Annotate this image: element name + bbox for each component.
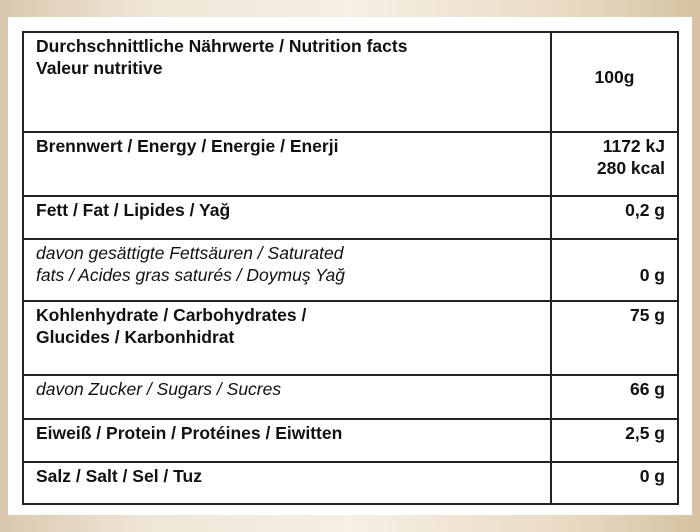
carbohydrates-label: Kohlenhydrate / Carbohydrates / Glucides…	[22, 300, 552, 376]
title-line-2: Valeur nutritive	[36, 58, 163, 78]
sugars-value: 66 g	[550, 374, 679, 420]
protein-label: Eiweiß / Protein / Protéines / Eiwitten	[22, 418, 552, 463]
energy-kj: 1172 kJ	[602, 136, 665, 156]
saturated-fat-label: davon gesättigte Fettsäuren / Saturated …	[22, 238, 552, 302]
saturated-fat-value: 0 g	[550, 238, 679, 302]
title-line-1: Durchschnittliche Nährwerte / Nutrition …	[36, 36, 408, 56]
table-row: Fett / Fat / Lipides / Yağ 0,2 g	[22, 195, 679, 240]
table-row: davon Zucker / Sugars / Sucres 66 g	[22, 374, 679, 420]
table-row: Kohlenhydrate / Carbohydrates / Glucides…	[22, 300, 679, 376]
saturated-fat-line-1: davon gesättigte Fettsäuren / Saturated	[36, 243, 344, 263]
header-row: Durchschnittliche Nährwerte / Nutrition …	[22, 31, 679, 133]
energy-kcal: 280 kcal	[596, 158, 665, 178]
table-row: Eiweiß / Protein / Protéines / Eiwitten …	[22, 418, 679, 463]
carbohydrates-line-1: Kohlenhydrate / Carbohydrates /	[36, 305, 307, 325]
table-row: Brennwert / Energy / Energie / Enerji 11…	[22, 131, 679, 197]
energy-value: 1172 kJ 280 kcal	[550, 131, 679, 197]
salt-value: 0 g	[550, 461, 679, 505]
protein-value: 2,5 g	[550, 418, 679, 463]
fat-label: Fett / Fat / Lipides / Yağ	[22, 195, 552, 240]
header-title: Durchschnittliche Nährwerte / Nutrition …	[22, 31, 552, 133]
saturated-fat-line-2: fats / Acides gras saturés / Doymuş Yağ	[36, 265, 345, 285]
fat-value: 0,2 g	[550, 195, 679, 240]
carbohydrates-value: 75 g	[550, 300, 679, 376]
per-100g: 100g	[550, 31, 679, 133]
table-row: davon gesättigte Fettsäuren / Saturated …	[22, 238, 679, 302]
salt-label: Salz / Salt / Sel / Tuz	[22, 461, 552, 505]
carbohydrates-line-2: Glucides / Karbonhidrat	[36, 327, 235, 347]
energy-label: Brennwert / Energy / Energie / Enerji	[22, 131, 552, 197]
sugars-label: davon Zucker / Sugars / Sucres	[22, 374, 552, 420]
table-row: Salz / Salt / Sel / Tuz 0 g	[22, 461, 679, 505]
nutrition-table: Durchschnittliche Nährwerte / Nutrition …	[22, 31, 679, 505]
